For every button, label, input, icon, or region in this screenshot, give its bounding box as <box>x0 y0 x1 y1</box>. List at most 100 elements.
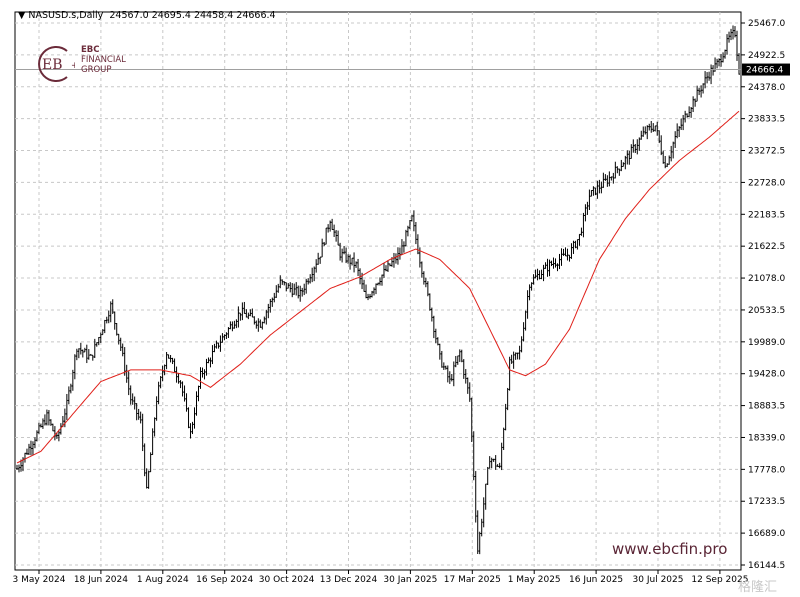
ohlc-bar <box>732 25 735 40</box>
ohlc-bar <box>305 278 308 294</box>
ohlc-bar <box>386 260 389 272</box>
ohlc-bar <box>257 318 260 332</box>
ohlc-bar <box>728 31 731 43</box>
y-tick-label: 19428.0 <box>748 370 785 380</box>
ohlc-bar <box>606 175 609 187</box>
ohlc-bar <box>327 224 330 233</box>
x-tick-label: 3 May 2024 <box>13 575 66 585</box>
ohlc-bar <box>680 118 683 130</box>
ohlc-bar <box>556 263 559 272</box>
ohlc-bar <box>444 365 447 370</box>
ohlc-bar <box>193 407 196 429</box>
ohlc-bar <box>215 340 218 349</box>
ohlc-bar <box>436 337 439 346</box>
ohlc-bar <box>536 268 539 281</box>
ohlc-bar <box>656 121 659 136</box>
ohlc-bar <box>231 321 234 332</box>
triangle-down-icon[interactable]: ▼ <box>18 10 26 21</box>
ohlc-bar <box>706 72 709 84</box>
ohlc-bar <box>311 267 314 283</box>
ohlc-bar <box>339 242 342 261</box>
ohlc-bar <box>79 342 82 355</box>
ohlc-bar <box>528 284 531 301</box>
ohlc-bar <box>480 518 483 537</box>
ohlc-bar <box>546 258 549 277</box>
ohlc-bar <box>430 307 433 322</box>
ohlc-bar <box>157 381 160 405</box>
moving-average-line <box>16 110 740 464</box>
ohlc-bar <box>203 369 206 380</box>
ohlc-bar <box>75 348 78 361</box>
ohlc-bar <box>690 107 693 118</box>
ohlc-bar <box>582 212 585 238</box>
ohlc-bar <box>371 290 374 298</box>
ohlc-bar <box>594 187 597 196</box>
ohlc-bar <box>450 373 453 382</box>
ohlc-bar <box>333 224 336 237</box>
ohlc-bar <box>456 355 459 365</box>
ohlc-bar <box>81 349 84 358</box>
ohlc-bar <box>524 310 527 331</box>
y-tick-label: 19989.0 <box>748 338 785 348</box>
ohlc-bar <box>522 322 525 342</box>
ohlc-bar <box>131 393 134 405</box>
ohlc-bar <box>209 357 212 368</box>
ohlc-bar <box>119 337 122 351</box>
ohlc-bar <box>702 83 705 94</box>
ohlc-bar <box>259 319 262 328</box>
ohlc-bar <box>357 258 360 277</box>
ohlc-bar <box>341 248 344 263</box>
ohlc-bar <box>564 247 567 257</box>
ohlc-bar <box>227 327 230 338</box>
ohlc-bar <box>512 351 515 369</box>
ohlc-bar <box>580 227 583 236</box>
ohlc-bar <box>97 336 100 346</box>
ohlc-bar <box>682 114 685 131</box>
ohlc-bar <box>544 262 547 269</box>
ohlc-bar <box>638 137 641 151</box>
ohlc-bar <box>552 257 555 269</box>
ohlc-bar <box>137 408 140 420</box>
y-tick-label: 25467.0 <box>748 19 785 29</box>
ohlc-bar <box>738 53 740 75</box>
logo-line2: FINANCIAL <box>81 55 126 65</box>
ohlc-bar <box>724 49 727 59</box>
ohlc-bar <box>626 150 629 165</box>
ohlc-bar <box>151 428 154 456</box>
ohlc-bar <box>317 252 320 265</box>
ohlc-bar <box>279 275 282 289</box>
ohlc-bar <box>65 393 68 420</box>
ohlc-bar <box>500 442 503 471</box>
ohlc-bar <box>554 258 557 268</box>
ohlc-bar <box>201 367 204 378</box>
ohlc-bar <box>195 391 198 416</box>
current-price-label: 24666.4 <box>746 66 783 76</box>
ohlc-bar <box>175 366 178 383</box>
y-tick-label: 22728.0 <box>748 178 785 188</box>
ohlc-bar <box>642 126 645 137</box>
ohlc-bar <box>388 263 391 267</box>
ohlc-bar <box>287 283 290 289</box>
ohlc-bar <box>365 284 368 299</box>
ohlc-bar <box>177 372 180 384</box>
ohlc-bar <box>325 227 328 245</box>
ohlc-bar <box>99 332 102 343</box>
ohlc-bar <box>155 396 158 421</box>
ohlc-bar <box>87 349 90 360</box>
ohlc-bar <box>187 407 190 429</box>
ohlc-bar <box>205 358 208 376</box>
ohlc-bar <box>19 459 22 472</box>
ohlc-bar <box>630 144 633 159</box>
ohlc-bar <box>460 349 463 363</box>
ohlc-bar <box>596 180 599 199</box>
ohlc-bar <box>624 155 627 170</box>
ohlc-bar <box>319 256 322 264</box>
ohlc-bar <box>103 319 106 334</box>
ohlc-bar <box>291 283 294 298</box>
ohlc-bar <box>666 163 669 168</box>
ohlc-bar <box>378 277 381 286</box>
ohlc-bar <box>496 464 499 468</box>
logo-line3: GROUP <box>81 65 112 75</box>
ohlc-bar <box>668 155 671 165</box>
ohlc-bar <box>394 253 397 264</box>
